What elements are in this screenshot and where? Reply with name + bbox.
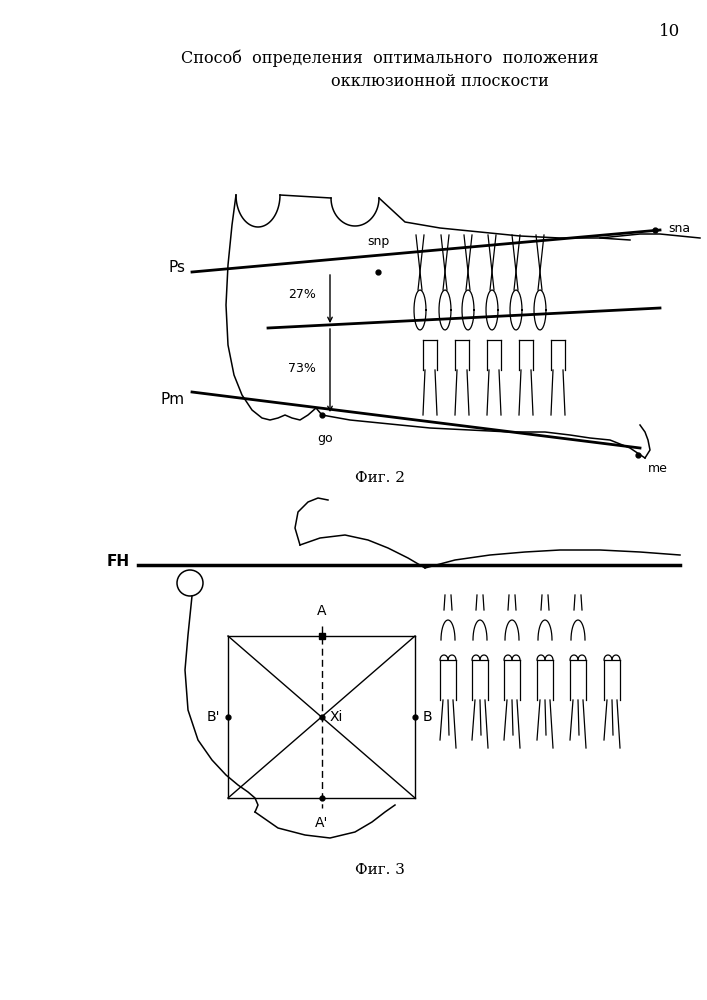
Text: Фиг. 3: Фиг. 3 [355,863,405,877]
Text: snp: snp [367,235,389,248]
Text: 10: 10 [660,23,681,40]
Text: A': A' [315,816,328,830]
Text: Фиг. 2: Фиг. 2 [355,471,405,485]
Text: Pm: Pm [161,392,185,408]
Text: go: go [317,432,333,445]
Text: B': B' [206,710,220,724]
Text: A: A [317,604,326,618]
Text: 73%: 73% [288,361,316,374]
Text: B: B [423,710,433,724]
Text: sna: sna [668,222,690,234]
Text: Способ  определения  оптимального  положения: Способ определения оптимального положени… [181,49,599,67]
Text: 27%: 27% [288,288,316,302]
Text: me: me [648,462,668,475]
Text: Ps: Ps [168,260,185,275]
Text: окклюзионной плоскости: окклюзионной плоскости [331,74,549,91]
Text: FH: FH [107,554,130,570]
Text: Xi: Xi [329,710,343,724]
